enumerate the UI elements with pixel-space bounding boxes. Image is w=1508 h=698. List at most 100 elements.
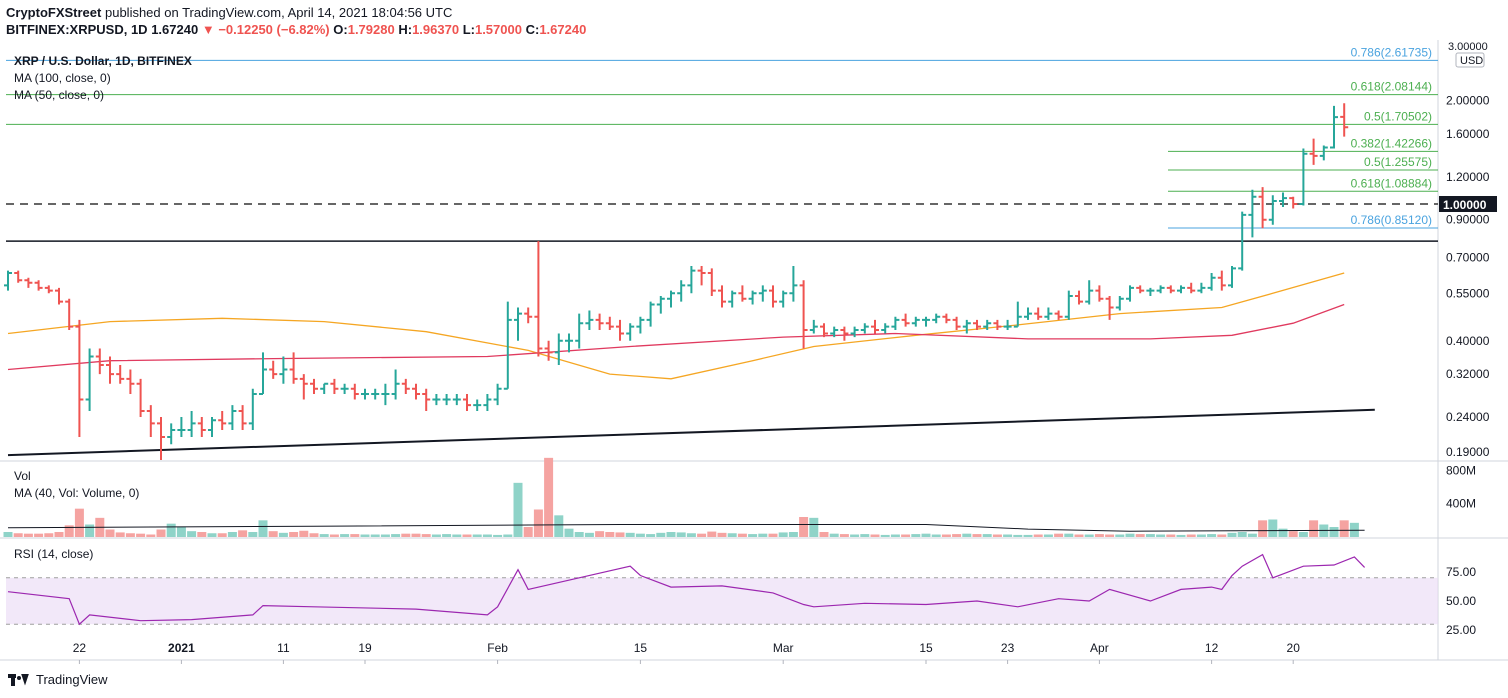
ohlc-bar: [248, 388, 257, 431]
time-tick-label: 12: [1205, 641, 1219, 655]
volume-bar: [1176, 534, 1186, 537]
volume-bar: [758, 533, 768, 537]
ohlc-bar: [1126, 285, 1134, 302]
publisher-name[interactable]: CryptoFXStreet: [6, 5, 102, 20]
ohlc-bar: [687, 266, 696, 294]
ohlc-bar: [228, 405, 237, 431]
volume-bar: [13, 533, 23, 537]
volume-bar: [1074, 534, 1084, 537]
ma50-line: [7, 272, 1345, 380]
volume-bar: [268, 531, 278, 537]
ohlc-bar: [595, 313, 604, 330]
price-tick-label: 0.19000: [1446, 445, 1490, 459]
volume-ma-legend[interactable]: MA (40, Vol: Volume, 0): [14, 486, 140, 500]
volume-bar: [717, 532, 727, 537]
ohlc-bar: [1187, 282, 1196, 294]
ohlc-bar: [34, 280, 43, 291]
time-tick-label: Mar: [773, 641, 794, 655]
ohlc-bar: [891, 316, 900, 330]
rsi-title[interactable]: RSI (14, close): [14, 547, 94, 561]
ohlc-bar: [840, 326, 849, 341]
time-tick-label: 20: [1287, 641, 1301, 655]
volume-bar: [54, 532, 64, 537]
ohlc-bar: [656, 295, 665, 314]
ohlc-bar: [95, 348, 104, 375]
ohlc-bar: [860, 323, 869, 334]
volume-bar: [941, 534, 951, 537]
ohlc-bar: [850, 326, 859, 338]
volume-bar: [1064, 533, 1074, 537]
ohlc-bar: [1034, 307, 1043, 320]
ohlc-bar: [412, 383, 420, 400]
ohlc-bar: [361, 388, 369, 400]
volume-bar: [1268, 519, 1278, 537]
price-tick-label: 0.24000: [1446, 410, 1490, 424]
ohlc-bar: [544, 340, 553, 361]
volume-bar: [982, 534, 992, 537]
ohlc-bar: [1085, 280, 1094, 305]
volume-bar: [1094, 534, 1104, 537]
volume-bar: [493, 534, 503, 537]
ohlc-bar: [473, 399, 482, 411]
volume-bar: [421, 534, 431, 537]
volume-bar: [146, 534, 156, 537]
fib-level-label: 0.786(0.85120): [1351, 213, 1432, 227]
ohlc-bar: [1309, 138, 1318, 165]
volume-bar: [574, 532, 584, 537]
legend-ma100[interactable]: MA (100, close, 0): [14, 71, 111, 85]
ohlc-bar: [1299, 148, 1308, 206]
volume-bar: [952, 534, 962, 537]
ohlc-bar: [779, 290, 788, 308]
ohlc-bar: [942, 313, 951, 324]
ohlc-bar: [320, 382, 329, 395]
volume-bar: [227, 532, 237, 537]
open-value: 1.79280: [347, 22, 395, 37]
ohlc-bar: [605, 316, 614, 330]
volume-bar: [676, 532, 686, 537]
ohlc-bar: [1330, 105, 1338, 149]
ohlc-bar: [75, 319, 84, 437]
ohlc-bar: [799, 280, 808, 349]
footer-brand[interactable]: TradingView: [8, 672, 108, 687]
ohlc-bar: [707, 268, 716, 296]
ohlc-bar: [881, 323, 890, 334]
volume-bar: [248, 532, 258, 537]
ohlc-bar: [973, 319, 981, 330]
volume-bar: [554, 515, 564, 537]
ohlc-bar: [718, 285, 726, 308]
low-label: L:: [462, 22, 475, 37]
volume-bar: [207, 533, 217, 537]
ohlc-bar: [1156, 285, 1165, 294]
ohlc-bar: [636, 316, 645, 334]
down-arrow-icon: ▼: [201, 22, 215, 37]
fib-level-label: 0.5(1.25575): [1364, 155, 1432, 169]
volume-bar: [870, 534, 880, 537]
volume-bar: [431, 534, 441, 537]
volume-bar: [584, 532, 594, 537]
ohlc-bar: [208, 417, 216, 437]
price-tick-label: 1.20000: [1446, 170, 1490, 184]
volume-bar: [1237, 532, 1247, 537]
volume-bar: [1186, 534, 1196, 537]
volume-bar: [442, 534, 452, 537]
volume-bar: [890, 534, 900, 537]
volume-bar: [1196, 534, 1206, 537]
volume-bar: [1084, 534, 1094, 537]
ohlc-bar: [830, 326, 839, 338]
publish-line: CryptoFXStreet published on TradingView.…: [6, 5, 452, 20]
volume-bar: [503, 534, 513, 537]
unit-label: USD: [1460, 55, 1483, 67]
volume-bar: [1043, 534, 1053, 537]
volume-bar: [737, 533, 747, 537]
time-tick-label: 11: [277, 641, 290, 655]
volume-bar: [1115, 534, 1125, 537]
ohlc-bar: [932, 313, 941, 324]
ohlc-bar: [1105, 295, 1114, 320]
volume-bar: [992, 534, 1002, 537]
ohlc-bar: [1177, 285, 1185, 294]
ohlc-bar: [514, 307, 522, 341]
volume-bar: [401, 533, 411, 537]
legend-ma50[interactable]: MA (50, close, 0): [14, 88, 105, 102]
unit-badge: [1455, 52, 1485, 68]
volume-bar: [44, 533, 54, 537]
